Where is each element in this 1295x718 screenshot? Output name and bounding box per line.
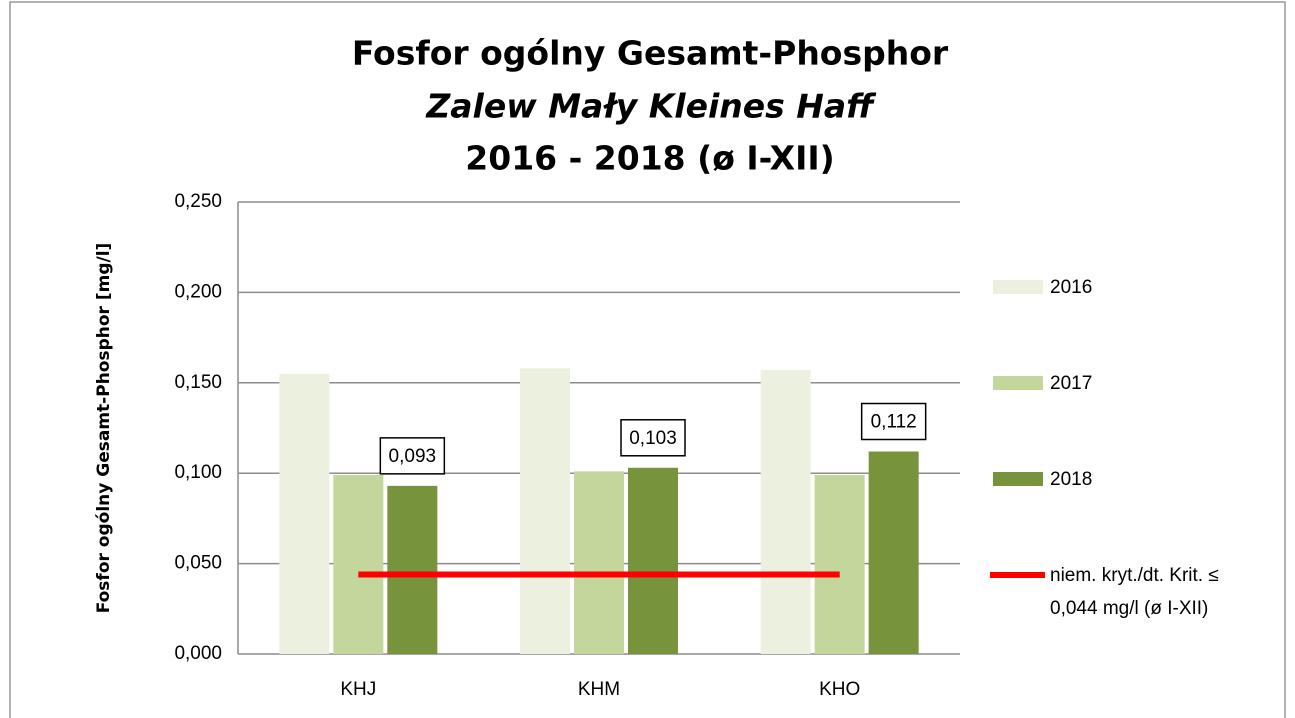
data-label-box [620,419,686,457]
y-tick-label: 0,250 [174,191,222,212]
x-tick-label: KHO [819,679,860,700]
bar [333,475,384,654]
bar [628,467,678,654]
bar [279,373,330,654]
bar [387,485,438,654]
x-tick-label: KHJ [340,679,376,700]
chart-period: 2016 - 2018 (ø I-XII) [465,139,834,178]
legend-label: 2017 [1050,373,1093,394]
chart-title: Fosfor ogólny Gesamt-Phosphor [352,34,949,73]
y-tick-label: 0,200 [174,281,222,302]
legend-swatch [993,376,1043,390]
data-label-box [860,402,927,441]
data-label: 0,103 [629,428,677,449]
bar [520,368,570,654]
data-label-box [379,437,446,475]
y-tick-label: 0,000 [174,643,222,664]
y-axis-label: Fosfor ogólny Gesamt-Phosphor [mg/l] [94,243,114,614]
bar [814,475,865,654]
legend-swatch [993,472,1043,486]
legend-label: niem. kryt./dt. Krit. ≤ 0,044 mg/l (ø I-… [1050,565,1219,619]
data-label: 0,093 [389,446,437,467]
legend-label: 2018 [1050,469,1093,490]
bar [868,451,919,654]
legend-swatch [993,280,1043,294]
bar [760,370,811,654]
x-tick-label: KHM [578,679,620,700]
legend-label: 2016 [1050,277,1093,298]
data-label: 0,112 [871,412,917,433]
chart-subtitle: Zalew Mały Kleines Haff [425,87,877,126]
y-tick-label: 0,050 [174,553,222,574]
y-tick-label: 0,100 [174,462,222,483]
y-tick-label: 0,150 [174,372,222,393]
bar [574,471,624,654]
